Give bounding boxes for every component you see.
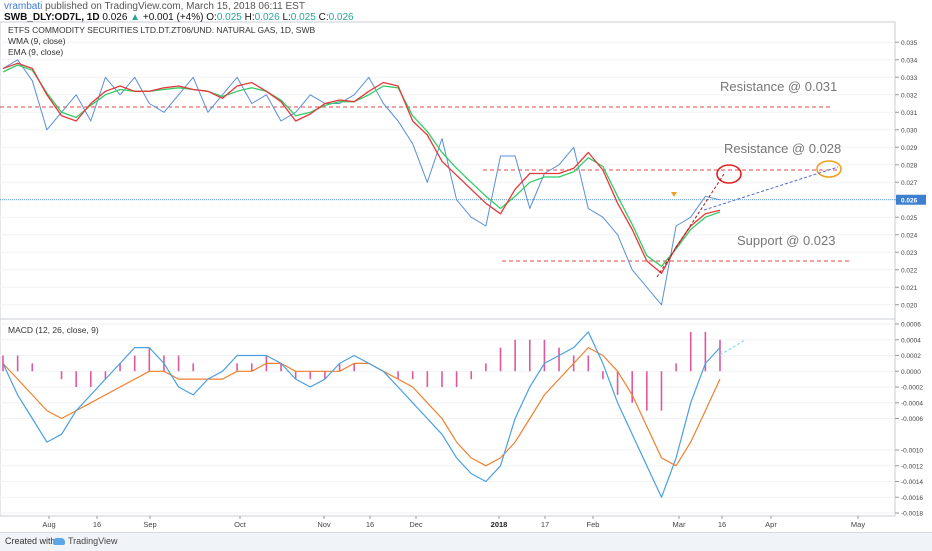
x-tick-label: May [851, 520, 865, 529]
level-lines [0, 106, 895, 262]
ema-legend: EMA (9, close) [8, 47, 64, 57]
macd-tick-label: 0.0000 [901, 369, 921, 376]
author-link[interactable]: vrambati [4, 1, 43, 12]
close-label: C: [318, 12, 329, 23]
price-gridlines [0, 41, 895, 306]
macd-tick-label: -0.0006 [901, 416, 923, 423]
price-tick-label: 0.023 [901, 250, 918, 257]
macd-tick-label: -0.0010 [901, 448, 923, 455]
macd-tick-label: -0.0012 [901, 463, 923, 470]
price-tick-label: 0.030 [901, 127, 918, 134]
x-tick-label: Feb [587, 520, 600, 529]
change-value: +0.001 (+4%) [142, 12, 204, 23]
x-tick-label: Aug [42, 520, 55, 529]
tradingview-brand[interactable]: TradingView [68, 536, 118, 546]
price-tick-label: 0.024 [901, 232, 918, 239]
price-tick-label: 0.027 [901, 180, 918, 187]
tradingview-cloud-icon [53, 538, 65, 545]
resistance-circle-orange [816, 160, 842, 178]
macd-tick-label: 0.0004 [901, 337, 921, 344]
support-label: Support @ 0.023 [737, 233, 835, 248]
price-tick-label: 0.025 [901, 215, 918, 222]
published-line: vrambati published on TradingView.com, M… [4, 1, 305, 12]
signal-line [2, 347, 721, 467]
resistance-circle-red [716, 164, 742, 184]
macd-tick-label: -0.0004 [901, 400, 923, 407]
macd-tick-label: 0.0006 [901, 322, 921, 329]
trend-line-steep [656, 173, 725, 278]
resistance-label-2: Resistance @ 0.028 [724, 141, 841, 156]
open-label: O: [206, 12, 217, 23]
last-price-badge [896, 194, 926, 205]
price-line [2, 59, 721, 306]
last-value: 0.026 [102, 12, 128, 23]
x-tick-label: Mar [673, 520, 686, 529]
change-arrow-icon: ▲ [130, 12, 141, 23]
event-marker [671, 192, 677, 197]
wma-line [2, 62, 721, 274]
price-tick-label: 0.031 [901, 110, 918, 117]
resistance-label-1: Resistance @ 0.031 [720, 79, 837, 94]
macd-tick-label: 0.0002 [901, 353, 921, 360]
price-tick-label: 0.022 [901, 267, 918, 274]
wma-legend: WMA (9, close) [8, 36, 66, 46]
macd-tick-label: -0.0014 [901, 479, 923, 486]
x-tick-label: 2018 [491, 520, 508, 529]
price-pane-title: ETFS COMMODITY SECURITIES LTD.DT.ZT06/UN… [8, 25, 316, 35]
macd-y-axis: 0.0006 0.0004 0.0002 0.0000 -0.0002 -0.0004 -0… [895, 322, 923, 518]
close-value: 0.026 [328, 12, 354, 23]
quote-line: SWB_DLY:OD7L, 1D 0.026 ▲ +0.001 (+4%) O:… [4, 12, 354, 23]
price-tick-label: 0.020 [901, 302, 918, 309]
last-price-label: 0.026 [901, 197, 918, 204]
high-label: H: [244, 12, 255, 23]
footer: Created with TradingView [0, 532, 932, 551]
created-with-text: Created with [5, 536, 56, 546]
macd-tick-label: -0.0002 [901, 385, 923, 392]
macd-tick-label: -0.0018 [901, 511, 923, 518]
macd-tick-label: -0.0016 [901, 495, 923, 502]
x-tick-label: Oct [234, 520, 247, 529]
x-tick-label: 16 [93, 520, 101, 529]
macd-legend: MACD (12, 26, close, 9) [8, 325, 99, 335]
x-tick-label: Dec [409, 520, 423, 529]
price-tick-label: 0.035 [901, 40, 918, 47]
chart-canvas: 0.035 0.034 0.033 0.032 0.031 0.030 0.029 0.028… [0, 21, 926, 529]
x-tick-label: 16 [366, 520, 374, 529]
price-series [2, 59, 721, 306]
high-value: 0.026 [254, 12, 280, 23]
x-tick-label: 17 [541, 520, 549, 529]
symbol-label: SWB_DLY:OD7L, 1D [4, 12, 100, 23]
price-y-axis: 0.035 0.034 0.033 0.032 0.031 0.030 0.029 0.028… [895, 40, 926, 309]
price-tick-label: 0.033 [901, 75, 918, 82]
price-tick-label: 0.029 [901, 145, 918, 152]
open-value: 0.025 [216, 12, 242, 23]
published-text: published on TradingView.com, March 15, … [42, 1, 305, 12]
trend-line-shallow [703, 166, 839, 211]
price-tick-label: 0.028 [901, 162, 918, 169]
price-pane [0, 21, 896, 320]
x-tick-label: Apr [765, 520, 777, 529]
price-tick-label: 0.034 [901, 57, 918, 64]
low-label: L: [282, 12, 291, 23]
low-value: 0.025 [290, 12, 316, 23]
price-tick-label: 0.021 [901, 285, 918, 292]
x-tick-label: Nov [317, 520, 331, 529]
x-tick-label: Sep [143, 520, 156, 529]
x-axis: Aug 16 Sep Oct Nov 16 Dec 2018 17 Feb Mar 16 Apr May [42, 516, 865, 529]
price-tick-label: 0.032 [901, 92, 918, 99]
macd-line [2, 331, 721, 498]
ema-line [2, 64, 721, 267]
x-tick-label: 16 [718, 520, 726, 529]
macd-series [2, 331, 721, 498]
